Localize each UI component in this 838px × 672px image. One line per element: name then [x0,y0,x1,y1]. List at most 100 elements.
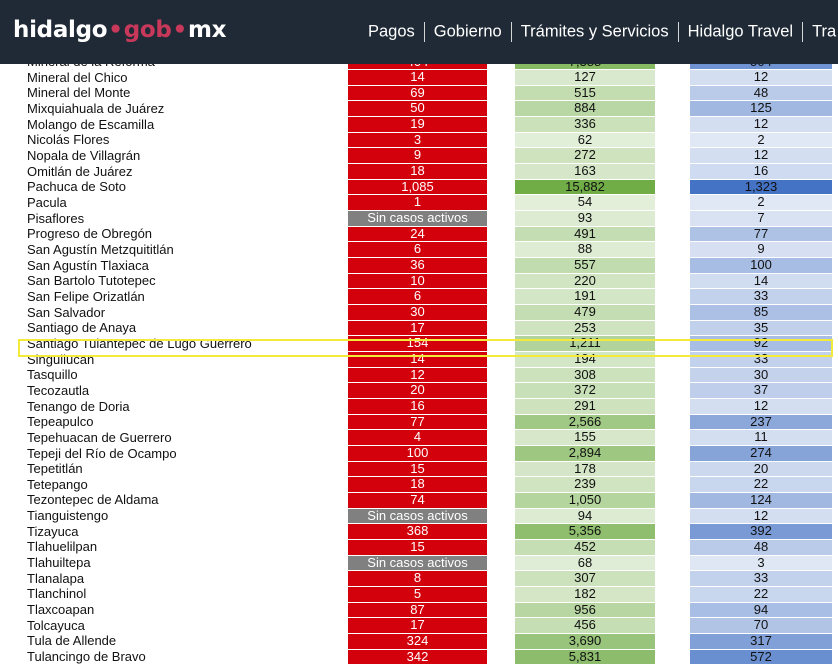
deaths-cell: 572 [690,649,832,665]
table-row: Tepehuacan de Guerrero 4 155 11 [0,430,838,446]
nav-item-truncated[interactable]: Tra [812,22,837,41]
table-row: Tenango de Doria 16 291 12 [0,399,838,415]
confirmed-cases-cell: 94 [515,508,655,524]
nav-item-gobierno[interactable]: Gobierno [433,22,502,41]
nav-divider [677,22,679,42]
municipality-name: San Salvador [27,304,106,320]
deaths-cell: 14 [690,273,832,289]
table-row: Tlahuiltepa Sin casos activos 68 3 [0,555,838,571]
confirmed-cases-cell: 62 [515,132,655,148]
active-cases-cell: 15 [348,539,487,555]
confirmed-cases-cell: 155 [515,430,655,445]
table-row: Pachuca de Soto 1,085 15,882 1,323 [0,179,838,195]
deaths-cell: 9 [690,242,832,257]
deaths-cell: 35 [690,320,832,336]
deaths-cell: 3 [690,555,832,571]
municipality-name: Tlahuiltepa [27,555,91,571]
active-cases-cell: 14 [348,352,487,367]
table-row: Tizayuca 368 5,356 392 [0,524,838,540]
municipality-name: Tlahuelilpan [27,539,98,555]
table-row: Molango de Escamilla 19 336 12 [0,117,838,133]
confirmed-cases-cell: 5,831 [515,649,655,665]
table-row: Tlanchinol 5 182 22 [0,586,838,602]
municipality-name: Tizayuca [27,523,79,539]
municipality-name: Tepehuacan de Guerrero [27,429,172,445]
deaths-cell: 33 [690,289,832,304]
nav-item-hidalgo-travel[interactable]: Hidalgo Travel [687,22,794,41]
municipality-name: Mineral del Monte [27,85,131,101]
nav-item-tramites[interactable]: Trámites y Servicios [520,22,669,41]
active-cases-cell: 18 [348,477,487,492]
logo-part-mx: mx [187,17,227,43]
municipality-name: San Agustín Metzquititlán [27,241,174,257]
confirmed-cases-cell: 956 [515,602,655,618]
municipality-name: Molango de Escamilla [27,116,155,132]
nav-item-pagos[interactable]: Pagos [368,22,415,41]
deaths-cell: 12 [690,148,832,164]
main-nav: Pagos Gobierno Trámites y Servicios Hidalgo… [368,22,836,42]
table-row: San Agustín Tlaxiaca 36 557 100 [0,258,838,274]
nav-divider [423,22,425,42]
confirmed-cases-cell: 1,211 [515,336,655,351]
confirmed-cases-cell: 2,566 [515,414,655,430]
active-cases-cell: 12 [348,367,487,383]
confirmed-cases-cell: 307 [515,571,655,586]
active-cases-cell: 154 [348,336,487,351]
municipality-name: Tecozautla [27,382,90,398]
confirmed-cases-cell: 253 [515,320,655,336]
municipality-name: Tula de Allende [27,633,117,649]
table-row: Pisaflores Sin casos activos 93 7 [0,211,838,227]
active-cases-cell: 17 [348,320,487,336]
active-cases-cell: 18 [348,164,487,179]
table-row: Tulancingo de Bravo 342 5,831 572 [0,649,838,665]
active-cases-cell: 50 [348,101,487,117]
site-logo[interactable]: hidalgo•gob•mx [13,17,226,43]
municipality-name: San Bartolo Tutotepec [27,273,156,289]
table-row: Tepetitlán 15 178 20 [0,461,838,477]
confirmed-cases-cell: 336 [515,117,655,132]
active-cases-cell: 74 [348,492,487,508]
municipality-name: Progreso de Obregón [27,226,153,242]
table-row: Tepeji del Río de Ocampo 100 2,894 274 [0,446,838,462]
municipality-name: Santiago de Anaya [27,320,137,336]
active-cases-cell: 77 [348,414,487,430]
deaths-cell: 77 [690,226,832,242]
deaths-cell: 48 [690,85,832,101]
municipality-table: Mineral de la Reforma4047,388504Mineral … [0,59,838,672]
municipality-name: Tepetitlán [27,461,83,477]
deaths-cell: 237 [690,414,832,430]
municipality-name: Santiago Tulantepec de Lugo Guerrero [27,335,252,351]
confirmed-cases-cell: 1,050 [515,492,655,508]
deaths-cell: 2 [690,195,832,211]
confirmed-cases-cell: 5,356 [515,524,655,539]
active-cases-cell: 342 [348,649,487,665]
table-row: Santiago de Anaya 17 253 35 [0,320,838,336]
municipality-name: Tlaxcoapan [27,602,95,618]
confirmed-cases-cell: 2,894 [515,446,655,461]
municipality-name: Tlanalapa [27,570,85,586]
confirmed-cases-cell: 557 [515,258,655,273]
municipality-name: San Agustín Tlaxiaca [27,257,149,273]
table-row: Tolcayuca 17 456 70 [0,618,838,634]
confirmed-cases-cell: 308 [515,367,655,383]
logo-dot-icon: • [172,17,188,43]
deaths-cell: 12 [690,508,832,524]
active-cases-cell: 19 [348,117,487,132]
confirmed-cases-cell: 54 [515,195,655,211]
active-cases-cell: 16 [348,399,487,414]
deaths-cell: 22 [690,477,832,492]
table-row: Tianguistengo Sin casos activos 94 12 [0,508,838,524]
table-row: San Agustín Metzquititlán 6 88 9 [0,242,838,258]
active-cases-cell: 4 [348,430,487,445]
deaths-cell: 85 [690,305,832,320]
confirmed-cases-cell: 515 [515,85,655,101]
confirmed-cases-cell: 93 [515,211,655,226]
table-row: Tetepango 18 239 22 [0,477,838,493]
confirmed-cases-cell: 191 [515,289,655,304]
table-row: Tula de Allende 324 3,690 317 [0,633,838,649]
table-row: Tepeapulco 77 2,566 237 [0,414,838,430]
table-row: Santiago Tulantepec de Lugo Guerrero 154 1… [0,336,838,352]
active-cases-cell: 324 [348,633,487,649]
deaths-cell: 92 [690,336,832,351]
confirmed-cases-cell: 272 [515,148,655,164]
